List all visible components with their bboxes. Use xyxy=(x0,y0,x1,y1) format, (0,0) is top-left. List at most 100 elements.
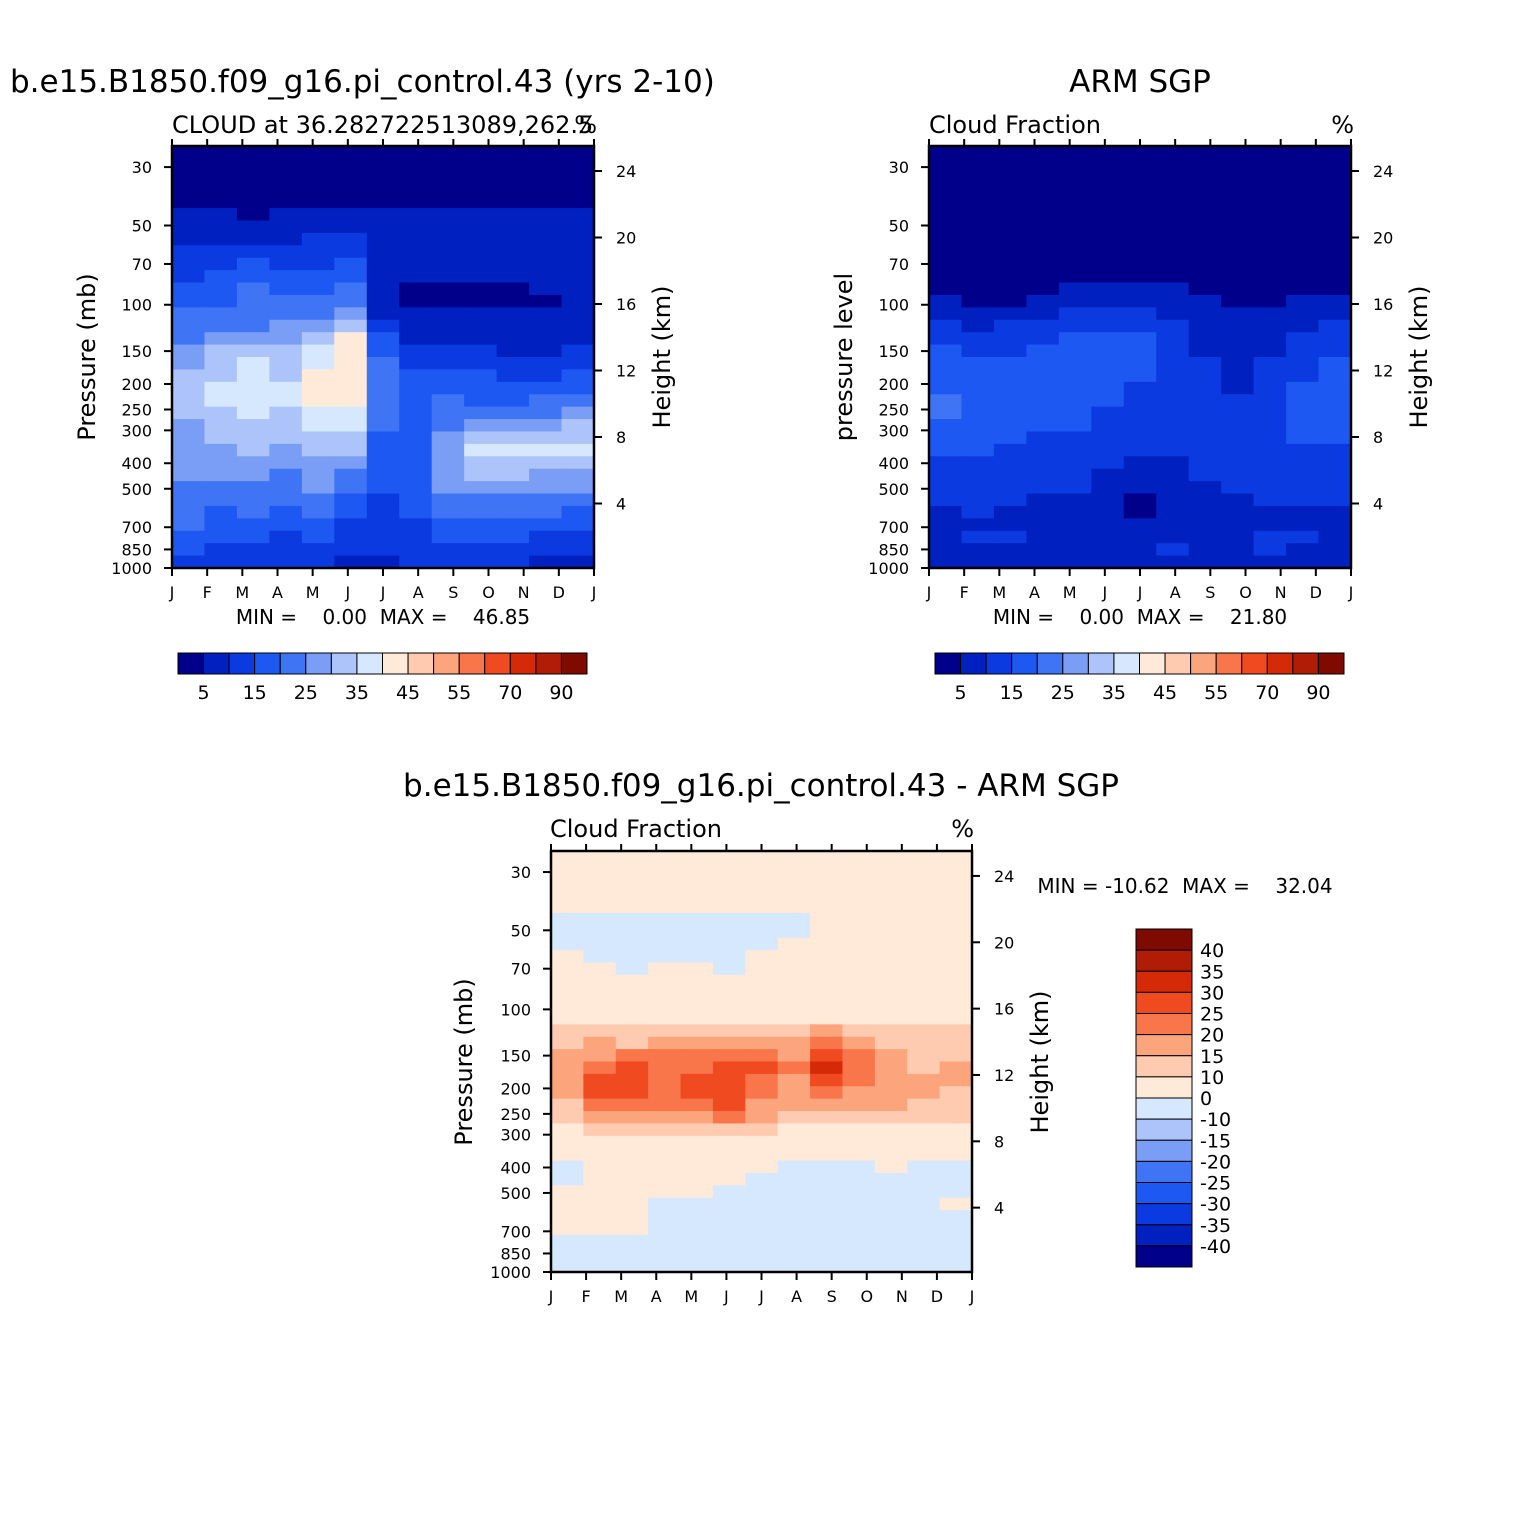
field-cell xyxy=(1253,195,1287,209)
field-cell xyxy=(1091,208,1125,222)
field-cell xyxy=(939,1135,973,1149)
y-tick-label: 700 xyxy=(121,518,152,537)
field-cell xyxy=(561,456,595,470)
field-cell xyxy=(907,1210,941,1224)
y-tick-label: 1000 xyxy=(490,1263,531,1282)
field-cell xyxy=(1123,493,1157,507)
field-cell xyxy=(236,505,270,519)
field-cell xyxy=(961,232,995,246)
y-tick-label: 100 xyxy=(878,296,909,315)
field-cell xyxy=(993,493,1027,507)
field-cell xyxy=(745,1098,779,1112)
field-cell xyxy=(1123,357,1157,371)
y-right-tick-label: 24 xyxy=(994,867,1014,886)
field-cell xyxy=(874,1259,908,1273)
field-cell xyxy=(939,1197,973,1211)
colorbar-label: -40 xyxy=(1200,1236,1231,1258)
field-cell xyxy=(842,925,876,939)
field-cell xyxy=(583,1222,617,1236)
x-tick-label: O xyxy=(482,583,495,602)
field-cell xyxy=(269,195,303,209)
field-cell xyxy=(1286,518,1320,532)
field-cell xyxy=(1318,493,1352,507)
x-tick-label: J xyxy=(548,1287,554,1306)
field-cell xyxy=(842,1172,876,1186)
field-cell xyxy=(366,493,400,507)
field-cell xyxy=(269,220,303,234)
field-cell xyxy=(1156,232,1190,246)
field-cell xyxy=(561,170,595,184)
field-cell xyxy=(399,183,433,197)
colorbar-label: 90 xyxy=(1306,682,1330,704)
field-cell xyxy=(301,294,335,308)
field-cell xyxy=(993,232,1027,246)
field-cell xyxy=(615,1098,649,1112)
field-cell xyxy=(204,456,238,470)
field-cell xyxy=(961,394,995,408)
field-cell xyxy=(939,987,973,1001)
field-cell xyxy=(712,925,746,939)
field-cell xyxy=(1123,220,1157,234)
colorbar-label: 55 xyxy=(1204,682,1228,704)
field-cell xyxy=(464,282,498,296)
field-cell xyxy=(1156,443,1190,457)
field-cell xyxy=(551,1148,584,1162)
field-cell xyxy=(583,1123,617,1137)
field-cell xyxy=(1058,332,1092,346)
field-cell xyxy=(1253,481,1287,495)
field-cell xyxy=(529,406,563,420)
field-cell xyxy=(1091,543,1125,557)
field-cell xyxy=(1286,530,1320,544)
field-cell xyxy=(993,319,1027,333)
field-cell xyxy=(939,1036,973,1050)
field-cell xyxy=(993,518,1027,532)
field-cell xyxy=(301,505,335,519)
field-cell xyxy=(874,1036,908,1050)
field-cell xyxy=(712,1148,746,1162)
field-cell xyxy=(431,518,465,532)
y-right-tick-label: 20 xyxy=(1373,229,1393,248)
field-cell xyxy=(1318,294,1352,308)
field-cell xyxy=(712,1098,746,1112)
field-cell xyxy=(874,1061,908,1075)
field-cell xyxy=(842,912,876,926)
field-cell xyxy=(1221,344,1255,358)
panel-model-ylabel-right: Height (km) xyxy=(648,286,676,429)
field-cell xyxy=(172,518,206,532)
panel-model-ylabel: Pressure (mb) xyxy=(73,273,101,440)
field-cell xyxy=(1286,406,1320,420)
field-cell xyxy=(1286,443,1320,457)
y-right-tick-label: 4 xyxy=(616,495,626,514)
field-cell xyxy=(1253,555,1287,569)
field-cell xyxy=(464,493,498,507)
field-cell xyxy=(712,974,746,988)
field-cell xyxy=(993,220,1027,234)
field-cell xyxy=(496,332,530,346)
field-cell xyxy=(1058,319,1092,333)
field-cell xyxy=(1156,146,1190,160)
panel-diff: b.e15.B1850.f09_g16.pi_control.43 - ARM … xyxy=(403,768,1333,1306)
field-cell xyxy=(993,332,1027,346)
field-cell xyxy=(907,1024,941,1038)
field-cell xyxy=(1286,170,1320,184)
field-cell xyxy=(1058,170,1092,184)
field-cell xyxy=(712,1222,746,1236)
field-cell xyxy=(399,493,433,507)
field-cell xyxy=(366,257,400,271)
field-cell xyxy=(1188,319,1222,333)
field-cell xyxy=(907,1160,941,1174)
field-cell xyxy=(496,456,530,470)
field-cell xyxy=(993,270,1027,284)
field-cell xyxy=(745,1247,779,1261)
field-cell xyxy=(745,1073,779,1087)
field-cell xyxy=(496,257,530,271)
field-cell xyxy=(551,937,584,951)
field-cell xyxy=(1123,419,1157,433)
field-cell xyxy=(810,999,844,1013)
field-cell xyxy=(236,319,270,333)
field-cell xyxy=(680,1036,714,1050)
field-cell xyxy=(172,319,206,333)
field-cell xyxy=(236,456,270,470)
field-cell xyxy=(1221,294,1255,308)
